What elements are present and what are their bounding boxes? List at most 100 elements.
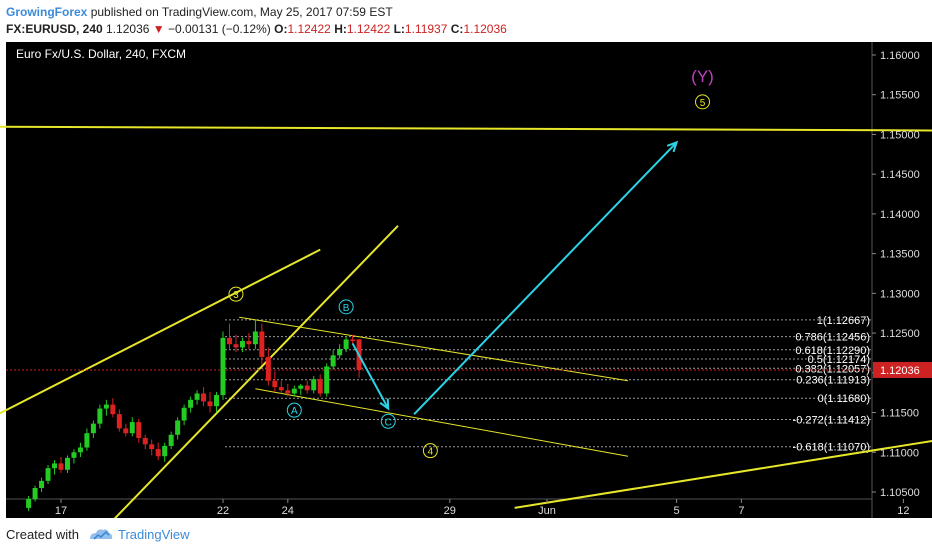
candle-down [58,457,64,473]
time-tick-label: 24 [282,505,294,517]
candle-body [97,408,103,424]
wave-label: C [385,417,392,428]
trend-line-flag-bottom [255,388,629,457]
price-ticks: 1.16000 1.15500 1.15000 1.14500 1.14000 1.135… [872,50,932,499]
candle-body [155,449,161,457]
candle-body [278,387,284,391]
plot-background [6,42,872,499]
price-tick-label: 1.13500 [880,249,920,261]
footer: Created with TradingView [0,518,932,550]
candle-up [64,455,70,473]
wave-label: A [291,406,298,417]
candle-up [188,396,194,413]
price-tick-label: 1.13000 [880,288,920,300]
price-chart[interactable]: 1(1.12667)0.786(1.12456)0.618(1.12290)0.… [0,40,932,525]
candle-up [26,495,32,512]
price-tick-label: 1.14000 [880,209,920,221]
created-with-label: Created with [6,527,79,542]
candle-body [233,344,239,348]
tradingview-brand[interactable]: TradingView [118,527,190,542]
chart-area[interactable]: 1(1.12667) 0.786(1.12456) 0.618(1.12290) 0.… [0,40,932,525]
candle-body [330,355,336,367]
author-link[interactable]: GrowingForex [6,5,88,19]
candle-body [123,428,129,434]
candle-up [168,431,174,450]
candle-body [168,434,174,446]
candle-body [188,399,194,408]
fib-level-label: 0.786(1.12456) [795,332,870,344]
tradingview-logo-icon [90,529,113,540]
fib-level-label: 0(1.11680) [818,393,870,405]
wave-circle [286,402,302,418]
candle-down [149,439,155,456]
wave-circle [228,286,244,302]
price-tick-label: 1.12500 [880,328,920,340]
candle-down [142,434,148,450]
candle-body [239,341,245,348]
candle-up [330,350,336,370]
candle-body [110,404,116,415]
candle-body [311,379,317,391]
last-price-tag [873,361,932,378]
candle-body [77,447,83,453]
time-tick-label: 5 [674,505,680,517]
candle-body [214,395,220,407]
candle-down [278,380,284,394]
trend-line-resistance-horizontal [0,125,932,132]
candle-up [337,344,343,359]
candle-down [246,333,252,349]
candle-down [226,323,232,349]
fib-level-label: 0.382(1.12057) [795,363,870,375]
candle-body [116,414,122,429]
candle-down [207,391,213,413]
candle-body [181,407,187,421]
candle-up [343,336,349,353]
quote-line: FX:EURUSD, 240 1.12036 ▼ −0.00131 (−0.12… [6,22,507,36]
fib-level-label: 0.5(1.12174) [808,354,870,366]
candle-down [265,347,271,386]
candle-up [181,404,187,426]
down-arrow-icon: ▼ [152,22,165,36]
candle-up [311,375,317,394]
wave-label-y: (Y) [691,67,714,86]
price-tick-label: 1.14500 [880,169,920,181]
candle-body [265,356,271,381]
price-tick-label: 1.11000 [880,447,919,459]
candle-up [252,320,258,349]
candle-body [194,393,200,400]
candle-body [343,339,349,349]
trend-line-channel-upper [0,248,321,415]
time-axis[interactable] [6,499,872,518]
candle-body [142,437,148,445]
price-tick-label: 1.10500 [880,487,920,499]
candle-body [45,468,51,481]
close-label: C: [450,22,464,36]
candle-body [324,366,330,394]
candle-body [64,457,70,470]
price-axis[interactable] [872,42,932,518]
candle-down [304,380,310,394]
candle-down [317,374,323,397]
candle-down [136,418,142,443]
candle-down [116,409,122,432]
time-tick-label: 22 [217,505,229,517]
wave-label: 4 [428,447,434,458]
time-tick-label: 12 [897,505,909,517]
candle-body [304,385,310,391]
wave-circle [380,413,396,429]
candle-down [233,334,239,353]
candle-down [259,323,265,365]
candle-body [337,348,343,356]
candle-body [136,422,142,438]
candle-down [285,383,291,397]
candle-body [201,393,207,402]
wave-label: 5 [700,98,706,109]
price-tick-label: 1.15500 [880,90,920,102]
low-label: L: [393,22,405,36]
candle-up [39,477,45,492]
candle-body [103,404,109,409]
wave-circle [422,443,438,459]
candle-up [97,404,103,429]
candle-up [324,363,330,397]
fib-level-label: 1(1.12667) [817,315,870,327]
